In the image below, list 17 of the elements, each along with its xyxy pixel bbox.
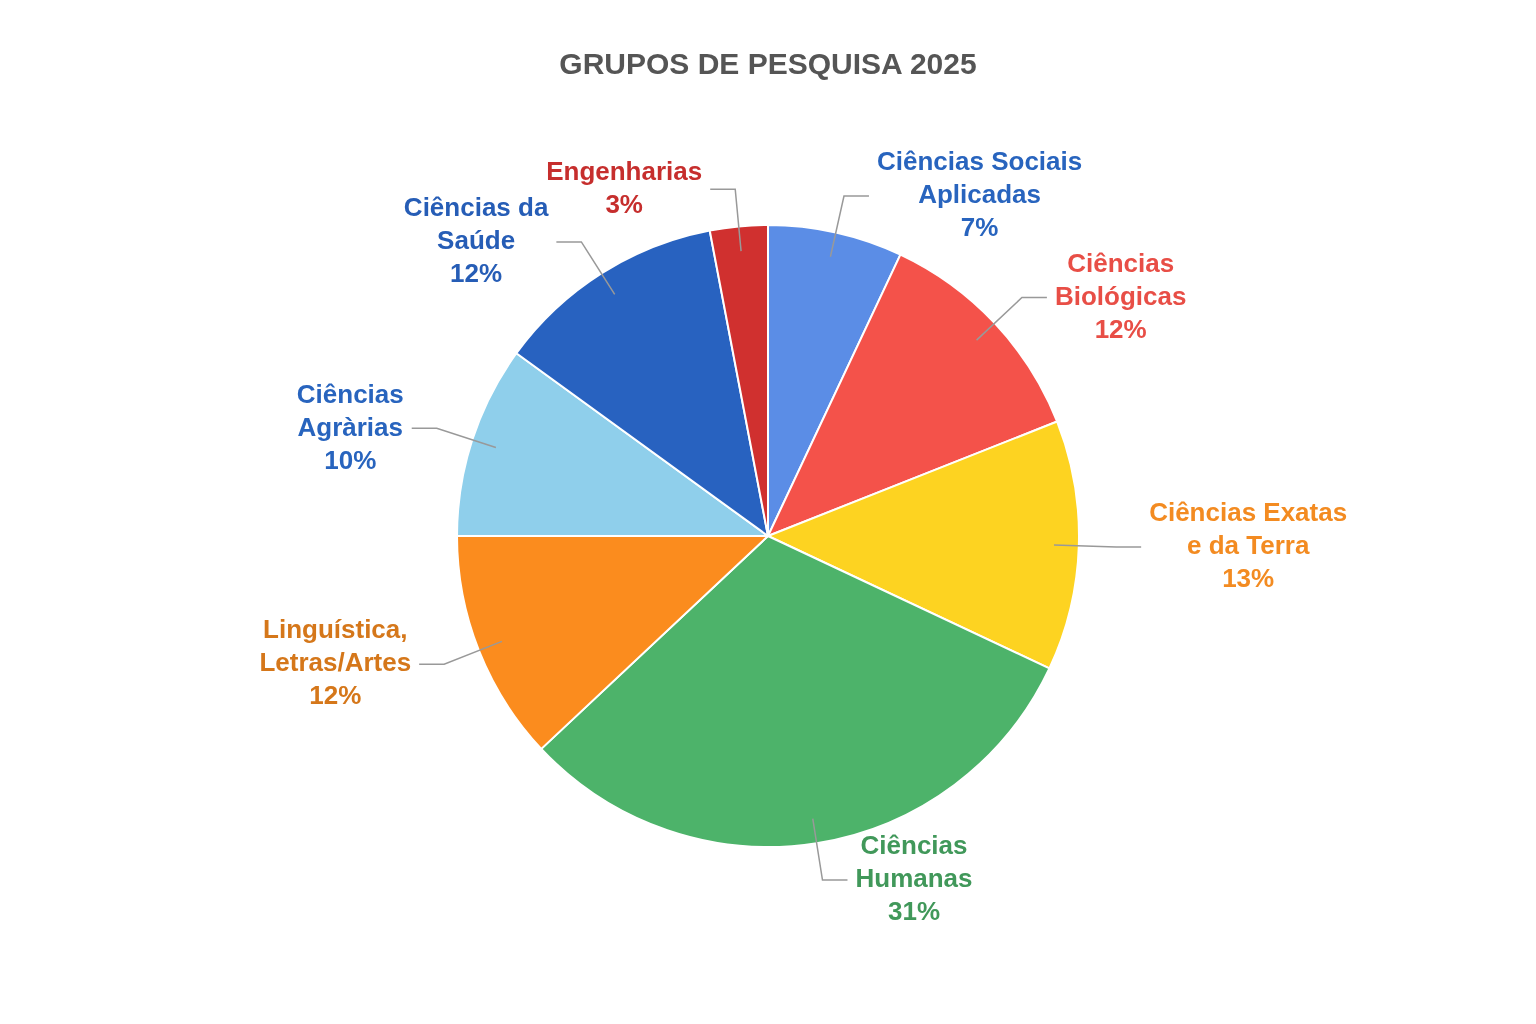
slice-label: Ciências da Saúde [403,192,549,256]
slice-label: Linguística, Letras/Artes [259,614,412,678]
data-label: 12% [1094,313,1147,344]
slice-label: Ciências Exatas e da Terra [1149,497,1348,561]
data-label: 12% [309,680,362,711]
data-label: 12% [450,258,503,289]
slice-label: Ciências Biológicas [1054,247,1187,311]
slice-label: Engenharias [546,155,703,186]
chart-title: GRUPOS DE PESQUISA 2025 [559,47,977,81]
data-label: 7% [960,212,999,243]
slice-label: Ciências Sociais Aplicadas [876,146,1083,210]
slice-label: Ciências Humanas [855,830,973,894]
data-label: 31% [887,896,941,927]
data-label: 13% [1222,563,1275,594]
data-label: 3% [605,188,643,219]
slice-label: Ciências Agràrias [296,378,404,442]
data-label: 10% [324,444,377,475]
